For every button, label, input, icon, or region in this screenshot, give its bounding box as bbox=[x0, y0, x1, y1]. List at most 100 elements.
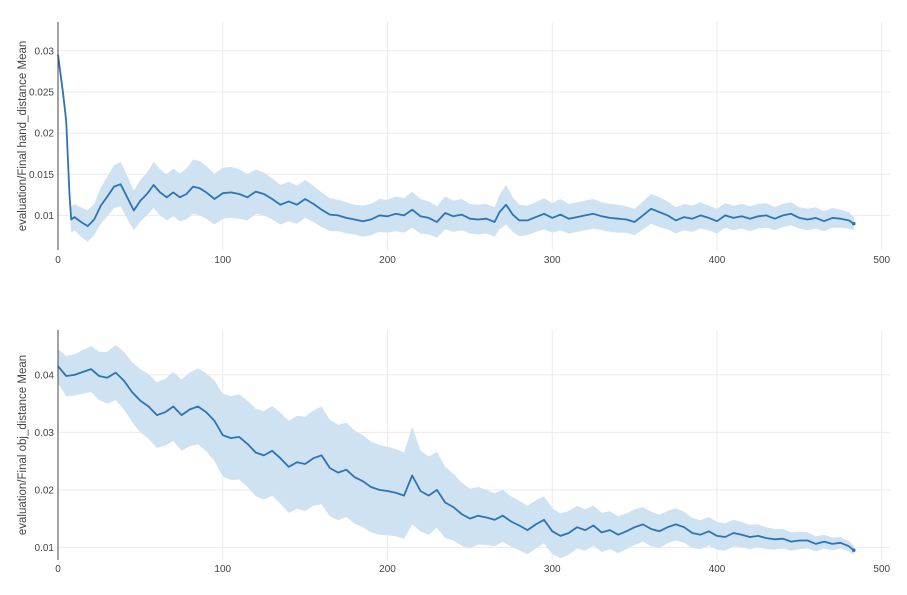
data-point bbox=[815, 217, 817, 219]
data-point bbox=[568, 218, 570, 220]
y-tick-label: 0.01 bbox=[35, 543, 55, 554]
data-point bbox=[312, 203, 314, 205]
data-point bbox=[345, 217, 347, 219]
series-confidence-band bbox=[58, 48, 854, 242]
data-point bbox=[378, 214, 380, 217]
data-point bbox=[73, 374, 76, 376]
data-point bbox=[839, 542, 842, 544]
data-point bbox=[255, 190, 257, 193]
data-point bbox=[263, 193, 265, 195]
data-point bbox=[146, 193, 148, 195]
data-point bbox=[658, 530, 660, 532]
data-point bbox=[790, 213, 792, 215]
data-point bbox=[452, 215, 455, 217]
data-point bbox=[82, 371, 84, 373]
series-mean-line bbox=[57, 365, 855, 551]
data-point bbox=[526, 529, 529, 531]
data-point bbox=[106, 195, 109, 198]
data-point bbox=[180, 414, 183, 416]
data-point bbox=[505, 204, 507, 206]
data-point bbox=[576, 216, 578, 218]
data-point bbox=[823, 541, 825, 543]
data-point bbox=[378, 489, 380, 491]
hand-distance-chart: 0 100 200 300 400 500 0.01 0.015 0.02 0.025 0.03 ev… bbox=[17, 22, 891, 266]
data-point bbox=[461, 214, 463, 216]
y-tick-label: 0.02 bbox=[35, 485, 55, 496]
data-point bbox=[807, 539, 809, 542]
data-point bbox=[419, 490, 422, 492]
data-point bbox=[279, 204, 282, 206]
data-point bbox=[321, 209, 323, 211]
data-point bbox=[782, 214, 784, 217]
data-point bbox=[839, 218, 842, 220]
data-point bbox=[765, 537, 768, 539]
data-point bbox=[683, 216, 685, 218]
series-mean-line bbox=[57, 54, 855, 227]
data-point bbox=[238, 193, 240, 195]
data-point bbox=[353, 476, 356, 478]
data-point bbox=[498, 211, 501, 213]
data-point bbox=[584, 529, 586, 531]
data-point bbox=[222, 434, 224, 436]
data-point bbox=[312, 457, 314, 459]
data-point bbox=[164, 411, 166, 413]
data-point bbox=[469, 518, 471, 520]
data-point bbox=[658, 211, 660, 213]
data-point bbox=[80, 221, 82, 223]
data-point bbox=[304, 463, 306, 465]
data-point bbox=[601, 215, 603, 217]
data-point bbox=[133, 209, 135, 212]
y-tick-label: 0.03 bbox=[35, 46, 55, 57]
data-point bbox=[526, 219, 529, 221]
x-tick-label: 0 bbox=[55, 255, 61, 266]
data-point bbox=[675, 219, 677, 221]
data-point bbox=[708, 530, 710, 532]
data-point bbox=[543, 213, 545, 215]
data-point bbox=[230, 191, 232, 193]
data-point bbox=[584, 214, 586, 217]
data-point bbox=[179, 196, 181, 198]
data-point bbox=[246, 443, 249, 445]
data-point bbox=[370, 218, 372, 221]
data-point bbox=[185, 193, 188, 195]
data-point bbox=[732, 532, 735, 534]
data-point bbox=[337, 214, 339, 217]
data-point bbox=[452, 506, 455, 508]
y-tick-label: 0.04 bbox=[35, 370, 55, 381]
data-point bbox=[650, 528, 652, 530]
data-point bbox=[469, 218, 471, 220]
data-point bbox=[113, 186, 115, 188]
data-point bbox=[749, 218, 751, 220]
data-point bbox=[716, 535, 718, 537]
data-point bbox=[205, 411, 207, 413]
data-point bbox=[765, 214, 768, 217]
data-point bbox=[428, 217, 430, 219]
data-point bbox=[741, 215, 743, 217]
data-point bbox=[70, 218, 72, 221]
data-point bbox=[699, 214, 702, 217]
data-point bbox=[100, 204, 102, 207]
data-point bbox=[798, 539, 800, 542]
data-point bbox=[93, 218, 95, 221]
data-point bbox=[126, 196, 128, 198]
data-point bbox=[666, 214, 669, 217]
data-point bbox=[304, 198, 306, 200]
data-point bbox=[87, 225, 89, 227]
y-tick-label: 0.03 bbox=[35, 428, 55, 439]
data-point bbox=[774, 218, 776, 220]
series-confidence-band bbox=[58, 345, 854, 559]
y-tick-label: 0.02 bbox=[35, 129, 55, 140]
x-tick-label: 0 bbox=[55, 564, 61, 575]
x-tick-label: 100 bbox=[214, 255, 231, 266]
data-point bbox=[213, 420, 216, 422]
data-point bbox=[666, 526, 669, 528]
data-point bbox=[192, 186, 194, 188]
x-tick-label: 400 bbox=[709, 564, 726, 575]
data-point bbox=[197, 405, 199, 408]
data-point bbox=[798, 217, 800, 219]
data-point bbox=[691, 532, 693, 534]
data-point bbox=[238, 436, 240, 438]
data-point bbox=[90, 368, 92, 370]
data-point bbox=[419, 215, 422, 217]
data-point bbox=[724, 536, 726, 538]
